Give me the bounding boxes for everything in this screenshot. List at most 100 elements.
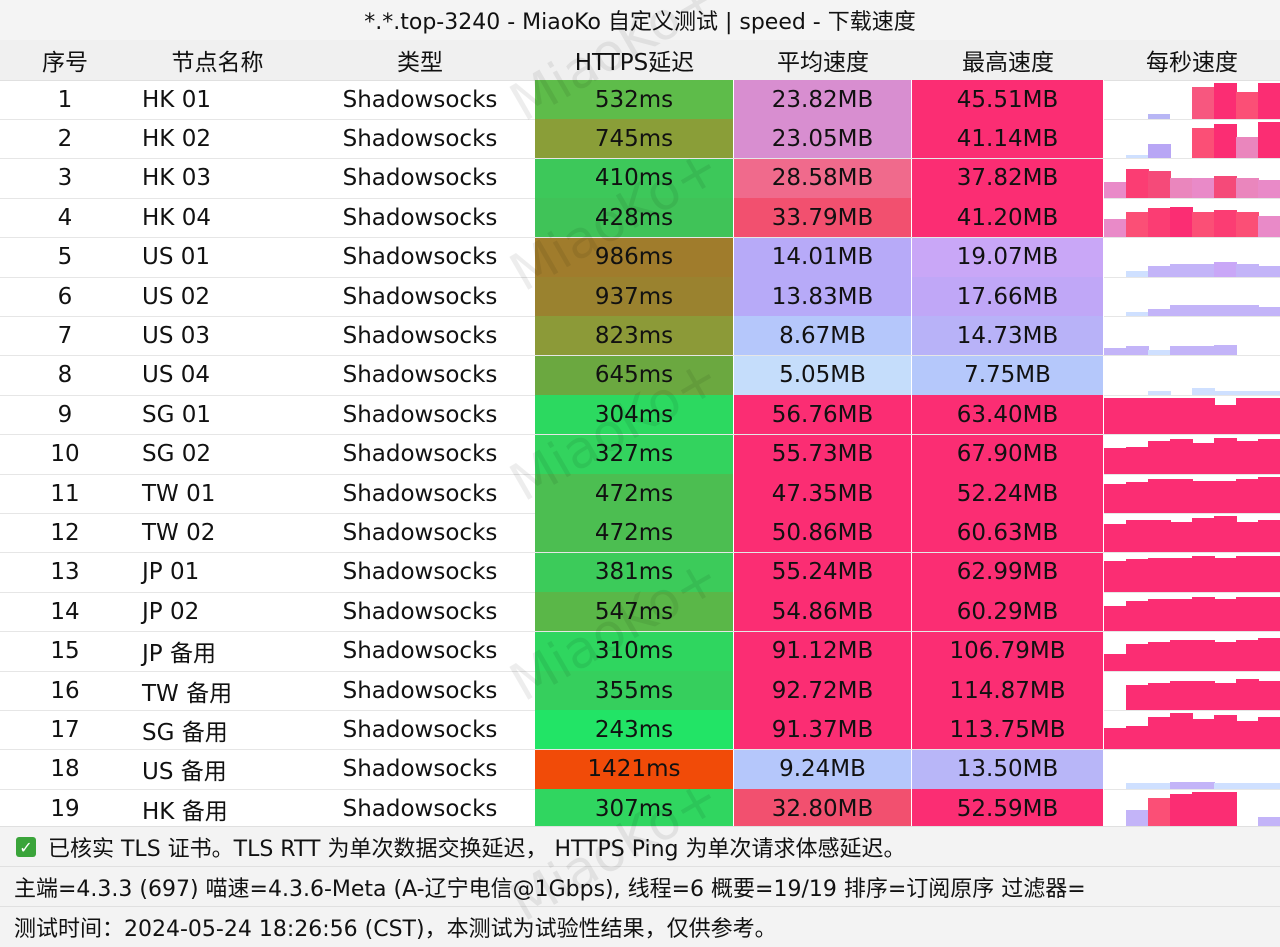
row-index: 17 <box>50 716 80 743</box>
https-delay: 428ms <box>535 198 734 238</box>
speed-bar <box>1126 271 1149 277</box>
avg-speed: 5.05MB <box>734 355 912 395</box>
speed-bar <box>1170 781 1193 789</box>
avg-speed: 8.67MB <box>734 316 912 356</box>
speed-bar <box>1258 555 1280 592</box>
speed-bar <box>1126 559 1149 592</box>
speed-bar <box>1192 127 1215 159</box>
node-name: JP 备用 <box>142 641 216 668</box>
speed-bar <box>1214 405 1237 435</box>
speed-bar <box>1148 350 1171 356</box>
info-text: 主端=4.3.3 (697) 喵速=4.3.6-Meta (A-辽宁电信@1Gb… <box>14 877 1086 902</box>
check-icon: ✓ <box>16 837 36 857</box>
speed-bar <box>1236 783 1259 789</box>
speed-bar <box>1258 477 1280 513</box>
speed-bar <box>1258 265 1280 277</box>
speed-bar <box>1236 178 1259 198</box>
speed-bar <box>1104 484 1127 513</box>
speed-bar <box>1148 208 1171 238</box>
per-second-speed-chart <box>1104 513 1280 553</box>
per-second-speed-chart <box>1104 159 1280 198</box>
speed-bar <box>1214 344 1237 356</box>
speed-bar <box>1126 446 1149 474</box>
speed-bar <box>1236 305 1259 316</box>
speed-bar <box>1170 681 1193 710</box>
speed-bar <box>1126 810 1149 829</box>
time-text: 测试时间：2024-05-24 18:26:56 (CST)，本测试为试验性结果… <box>14 917 777 942</box>
row-index: 1 <box>57 86 73 113</box>
https-delay: 304ms <box>535 395 734 435</box>
speed-bar <box>1170 640 1193 671</box>
speed-bar <box>1148 717 1171 750</box>
speed-bar <box>1170 794 1193 829</box>
speed-bar <box>1192 480 1215 513</box>
node-type: Shadowsocks <box>342 480 498 507</box>
speed-bar <box>1258 817 1280 829</box>
node-name: US 备用 <box>142 759 227 786</box>
speed-bar <box>1148 598 1171 632</box>
table-header: 序号 节点名称 类型 HTTPS延迟 平均速度 最高速度 每秒速度 <box>0 40 1280 81</box>
max-speed: 14.73MB <box>912 316 1104 356</box>
speed-bar <box>1214 437 1237 474</box>
table-row: 14 JP 02 Shadowsocks 547ms 54.86MB 60.29MB <box>0 592 1280 633</box>
speed-bar <box>1236 521 1259 553</box>
row-index: 4 <box>57 204 73 231</box>
node-name: US 02 <box>142 283 211 310</box>
per-second-speed-chart <box>1104 474 1280 513</box>
node-name: HK 03 <box>142 165 211 192</box>
row-index: 18 <box>50 756 80 783</box>
speed-bar <box>1148 144 1171 159</box>
speed-bar <box>1192 346 1215 356</box>
avg-speed: 32.80MB <box>734 789 912 829</box>
max-speed: 114.87MB <box>912 671 1104 710</box>
node-type: Shadowsocks <box>342 322 498 349</box>
speed-bar <box>1148 113 1171 119</box>
speed-bar <box>1148 683 1171 710</box>
speed-bar <box>1148 557 1171 592</box>
per-second-speed-chart <box>1104 750 1280 789</box>
speed-bar <box>1126 726 1149 750</box>
speed-bar <box>1192 555 1215 592</box>
info-line: 主端=4.3.3 (697) 喵速=4.3.6-Meta (A-辽宁电信@1Gb… <box>0 866 1280 907</box>
node-type: Shadowsocks <box>342 204 498 231</box>
per-second-speed-chart <box>1104 592 1280 632</box>
https-delay: 327ms <box>535 434 734 474</box>
node-type: Shadowsocks <box>342 244 498 271</box>
max-speed: 67.90MB <box>912 434 1104 474</box>
https-delay: 381ms <box>535 552 734 592</box>
speed-bar <box>1126 643 1149 671</box>
https-delay: 745ms <box>535 119 734 159</box>
speed-bar <box>1258 439 1280 474</box>
table-row: 19 HK 备用 Shadowsocks 307ms 32.80MB 52.59MB <box>0 789 1280 830</box>
speed-bar <box>1148 308 1171 316</box>
row-index: 9 <box>57 401 73 428</box>
https-delay: 355ms <box>535 671 734 710</box>
speed-bar <box>1104 448 1127 474</box>
node-type: Shadowsocks <box>342 716 498 743</box>
node-type: Shadowsocks <box>342 401 498 428</box>
per-second-speed-chart <box>1104 553 1280 592</box>
node-type: Shadowsocks <box>342 598 498 625</box>
speed-bar <box>1192 178 1215 198</box>
header-index: 序号 <box>42 50 88 76</box>
speed-bar <box>1104 654 1127 671</box>
speed-bar <box>1126 684 1149 710</box>
row-index: 16 <box>50 677 80 704</box>
speed-bar <box>1170 206 1193 238</box>
speed-bar <box>1126 154 1149 159</box>
https-delay: 243ms <box>535 710 734 750</box>
per-second-speed-chart <box>1104 710 1280 750</box>
speed-bar <box>1214 598 1237 632</box>
speed-bar <box>1148 391 1171 395</box>
node-type: Shadowsocks <box>342 677 498 704</box>
speed-bar <box>1236 441 1259 474</box>
speed-bar <box>1258 122 1280 159</box>
avg-speed: 47.35MB <box>734 474 912 513</box>
avg-speed: 9.24MB <box>734 749 912 789</box>
speed-bar <box>1192 398 1215 435</box>
max-speed: 52.59MB <box>912 789 1104 829</box>
table-row: 3 HK 03 Shadowsocks 410ms 28.58MB 37.82MB <box>0 158 1280 199</box>
avg-speed: 28.58MB <box>734 158 912 198</box>
https-delay: 410ms <box>535 158 734 198</box>
max-speed: 13.50MB <box>912 749 1104 789</box>
